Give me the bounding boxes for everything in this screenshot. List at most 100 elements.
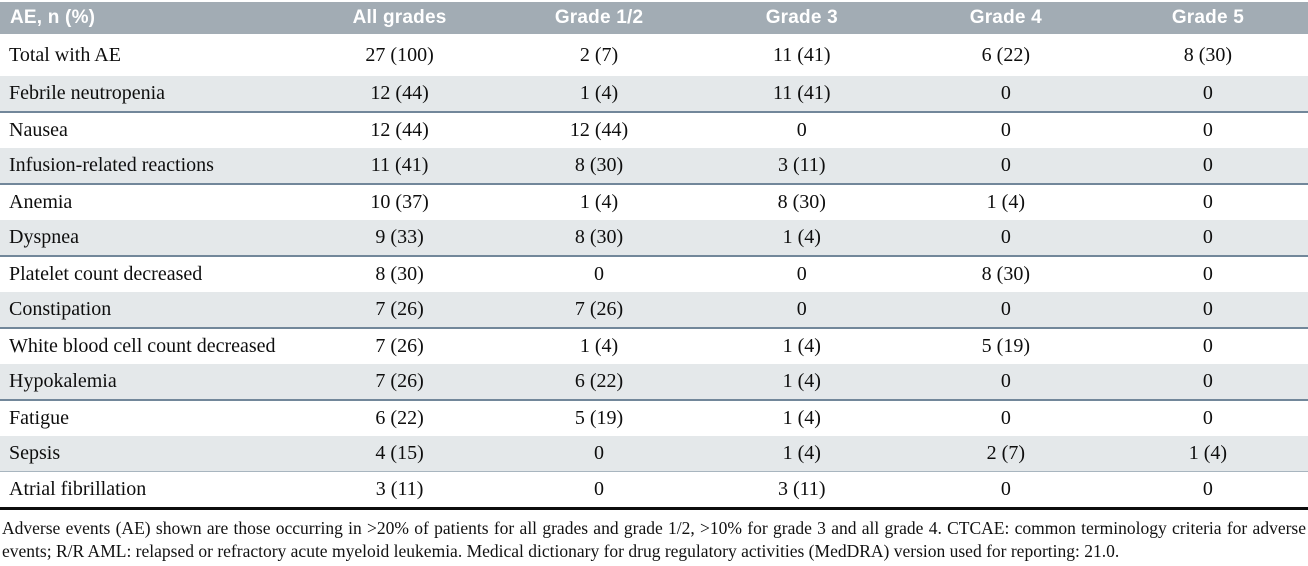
cell-value: 7 (26) (375, 335, 424, 357)
row-label: Anemia (9, 191, 73, 213)
cell-value: 1 (4) (498, 76, 700, 113)
cell-value: 0 (1202, 478, 1213, 500)
cell-value: 8 (30) (777, 191, 826, 213)
cell-value: 1 (4) (699, 436, 904, 472)
cell-value: 2 (7) (903, 436, 1108, 472)
cell-value: 0 (1107, 364, 1308, 401)
cell-value: 1 (4) (1107, 436, 1308, 472)
table-row: Sepsis 4 (15) 0 1 (4) 2 (7) 1 (4) (0, 436, 1308, 472)
row-label: Platelet count decreased (9, 263, 203, 285)
table-row: Platelet count decreased 8 (30) 0 0 8 (30) 0 (0, 256, 1308, 292)
cell-value: 0 (1000, 407, 1011, 429)
table-body: Total with AE 27 (100) 2 (7) 11 (41) 6 (22) 8… (0, 34, 1308, 509)
cell-value: 2 (7) (579, 43, 619, 66)
cell-value: 11 (41) (300, 148, 499, 185)
table-row: Nausea 12 (44) 12 (44) 0 0 0 (0, 112, 1308, 148)
cell-value: 1 (4) (782, 335, 821, 357)
cell-value: 0 (1202, 263, 1213, 285)
row-label: Hypokalemia (0, 364, 301, 401)
cell-value: 6 (22) (981, 43, 1030, 66)
cell-value: 10 (37) (370, 191, 429, 213)
cell-value: 0 (796, 119, 807, 141)
cell-value: 8 (30) (981, 263, 1030, 285)
table-row: Constipation 7 (26) 7 (26) 0 0 0 (0, 292, 1308, 329)
table-header: AE, n (%) All grades Grade 1/2 Grade 3 Grade… (0, 2, 1308, 34)
cell-value: 1 (4) (579, 335, 619, 357)
cell-value: 1 (4) (579, 191, 619, 213)
cell-value: 8 (30) (1183, 43, 1233, 66)
cell-value: 0 (1202, 191, 1213, 213)
table-footnote: Adverse events (AE) shown are those occu… (2, 518, 1306, 562)
cell-value: 12 (44) (300, 76, 499, 113)
table-row: Hypokalemia 7 (26) 6 (22) 1 (4) 0 0 (0, 364, 1308, 401)
cell-value: 0 (903, 148, 1108, 185)
table-row: Fatigue 6 (22) 5 (19) 1 (4) 0 0 (0, 400, 1308, 436)
cell-value: 7 (26) (498, 292, 700, 329)
cell-value: 7 (26) (300, 292, 499, 329)
row-label: Constipation (0, 292, 301, 329)
cell-value: 8 (30) (498, 148, 700, 185)
cell-value: 1 (4) (699, 220, 904, 257)
cell-value: 0 (903, 220, 1108, 257)
cell-value: 1 (4) (782, 407, 821, 429)
cell-value: 11 (41) (772, 43, 831, 66)
cell-value: 0 (1000, 478, 1011, 500)
row-label: Fatigue (9, 407, 69, 429)
cell-value: 4 (15) (300, 436, 499, 472)
table-row: Febrile neutropenia 12 (44) 1 (4) 11 (41) 0 0 (0, 76, 1308, 113)
cell-value: 6 (22) (498, 364, 700, 401)
cell-value: 0 (903, 292, 1108, 329)
cell-value: 0 (1202, 335, 1213, 357)
row-label: White blood cell count decreased (9, 335, 276, 357)
cell-value: 0 (796, 263, 807, 285)
cell-value: 8 (30) (375, 263, 424, 285)
cell-value: 7 (26) (300, 364, 499, 401)
cell-value: 3 (11) (777, 478, 826, 500)
table-row: Total with AE 27 (100) 2 (7) 11 (41) 6 (22) 8… (0, 34, 1308, 76)
row-label: Infusion-related reactions (0, 148, 301, 185)
cell-value: 0 (699, 292, 904, 329)
cell-value: 3 (11) (699, 148, 904, 185)
table-row: White blood cell count decreased 7 (26) 1 … (0, 328, 1308, 364)
table-row: Dyspnea 9 (33) 8 (30) 1 (4) 0 0 (0, 220, 1308, 257)
column-header-ae: AE, n (%) (0, 2, 301, 34)
table-header-row: AE, n (%) All grades Grade 1/2 Grade 3 Grade… (0, 2, 1308, 34)
cell-value: 0 (1107, 148, 1308, 185)
cell-value: 1 (4) (986, 191, 1025, 213)
cell-value: 9 (33) (300, 220, 499, 257)
column-header-grade-3: Grade 3 (699, 2, 904, 34)
cell-value: 0 (903, 76, 1108, 113)
cell-value: 6 (22) (375, 407, 424, 429)
cell-value: 0 (1107, 76, 1308, 113)
row-label: Dyspnea (0, 220, 301, 257)
row-label: Total with AE (9, 43, 121, 66)
row-label: Febrile neutropenia (0, 76, 301, 113)
cell-value: 0 (594, 478, 605, 500)
cell-value: 5 (19) (574, 407, 624, 429)
row-label: Sepsis (0, 436, 301, 472)
cell-value: 1 (4) (699, 364, 904, 401)
column-header-grade-4: Grade 4 (903, 2, 1108, 34)
cell-value: 0 (498, 436, 700, 472)
table-row: Infusion-related reactions 11 (41) 8 (30) 3… (0, 148, 1308, 185)
row-label: Atrial fibrillation (9, 478, 147, 500)
cell-value: 0 (903, 364, 1108, 401)
cell-value: 0 (1202, 407, 1213, 429)
cell-value: 8 (30) (498, 220, 700, 257)
cell-value: 11 (41) (699, 76, 904, 113)
adverse-events-table: AE, n (%) All grades Grade 1/2 Grade 3 Grade… (0, 2, 1308, 510)
cell-value: 12 (44) (370, 119, 429, 141)
cell-value: 0 (1107, 292, 1308, 329)
row-label: Nausea (9, 119, 68, 141)
column-header-grade-5: Grade 5 (1107, 2, 1308, 34)
cell-value: 0 (1107, 220, 1308, 257)
cell-value: 12 (44) (569, 119, 629, 141)
cell-value: 3 (11) (375, 478, 424, 500)
cell-value: 0 (1202, 119, 1213, 141)
table-row: Atrial fibrillation 3 (11) 0 3 (11) 0 0 (0, 472, 1308, 509)
table-row: Anemia 10 (37) 1 (4) 8 (30) 1 (4) 0 (0, 184, 1308, 220)
cell-value: 5 (19) (981, 335, 1030, 357)
column-header-all-grades: All grades (300, 2, 499, 34)
column-header-grade-1-2: Grade 1/2 (498, 2, 700, 34)
